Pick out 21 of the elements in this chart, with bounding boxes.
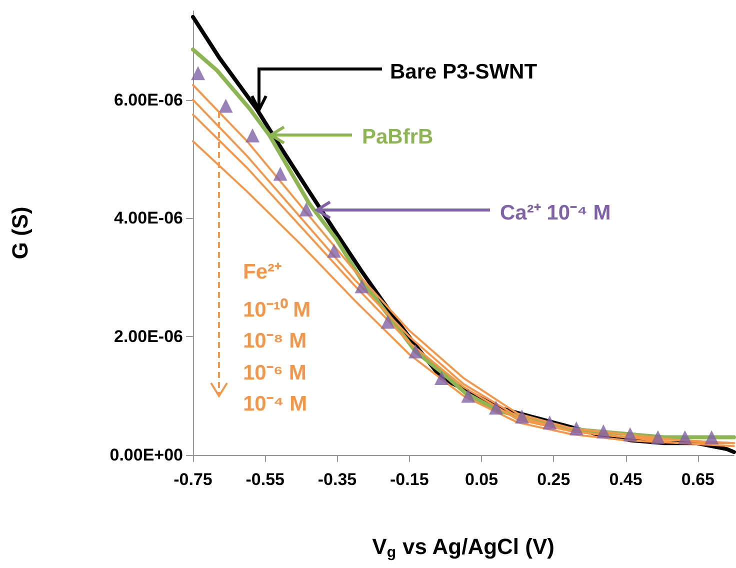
y-tick-label: 2.00E-06 — [114, 327, 183, 346]
x-tick-label: -0.75 — [174, 470, 212, 489]
x-tick-label: -0.15 — [390, 470, 429, 489]
text: Bare P3-SWNT — [390, 60, 538, 84]
x-tick-label: 0.05 — [464, 470, 498, 489]
annotation: Fe²⁺ — [243, 260, 282, 284]
x-tick-label: 0.45 — [609, 470, 642, 489]
x-tick-label: 0.65 — [681, 470, 714, 489]
y-tick-label: 6.00E-06 — [114, 90, 183, 110]
x-tick-label: -0.55 — [246, 470, 285, 489]
x-tick-label: -0.35 — [318, 470, 357, 489]
legend-label: 10⁻⁴ M — [243, 392, 308, 416]
legend-label: PaBfrB — [362, 126, 434, 148]
y-tick-label: 4.00E-06 — [114, 208, 183, 228]
y-axis-title: G (S) — [8, 206, 32, 260]
x-tick-label: 0.25 — [537, 470, 570, 489]
text: Ca²⁺ 10⁻⁴ M — [500, 202, 611, 224]
y-tick-label: 0.00E+00 — [110, 446, 183, 464]
text: 10⁻⁶ M — [243, 362, 306, 384]
text: 10⁻⁸ M — [243, 330, 307, 352]
text: 10⁻¹⁰ M — [243, 298, 311, 322]
